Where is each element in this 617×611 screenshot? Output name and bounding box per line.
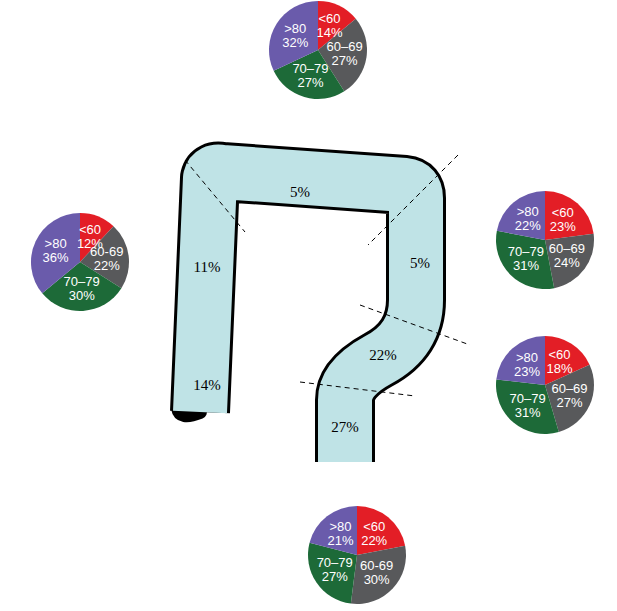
svg-text:>8022%: >8022% — [515, 204, 541, 233]
svg-text:70–7927%: 70–7927% — [292, 61, 328, 90]
svg-text:<6022%: <6022% — [361, 519, 387, 548]
svg-text:60–6927%: 60–6927% — [327, 39, 363, 68]
svg-text:>8032%: >8032% — [282, 21, 308, 50]
svg-text:60–6927%: 60–6927% — [551, 381, 587, 410]
svg-text:>8036%: >8036% — [43, 236, 69, 265]
svg-text:<6023%: <6023% — [550, 205, 576, 234]
svg-text:11%: 11% — [194, 259, 221, 275]
svg-text:70–7927%: 70–7927% — [317, 555, 353, 584]
svg-text:>8023%: >8023% — [514, 350, 540, 379]
svg-text:22%: 22% — [369, 347, 397, 363]
svg-text:<6014%: <6014% — [316, 11, 342, 40]
svg-text:60–6924%: 60–6924% — [549, 241, 585, 270]
svg-text:27%: 27% — [331, 419, 359, 435]
svg-text:70–7931%: 70–7931% — [508, 244, 544, 273]
svg-text:70–7930%: 70–7930% — [64, 274, 100, 303]
svg-text:60-6930%: 60-6930% — [360, 558, 393, 587]
html-text:<60: <60 — [78, 221, 101, 237]
svg-text:14%: 14% — [193, 377, 221, 393]
html-text:12%: 12% — [76, 235, 103, 251]
svg-text:5%: 5% — [410, 255, 430, 271]
svg-text:<6018%: <6018% — [547, 347, 573, 376]
svg-text:5%: 5% — [290, 184, 310, 200]
svg-text:60-6922%: 60-6922% — [90, 244, 123, 273]
svg-text:>8021%: >8021% — [327, 519, 353, 548]
svg-text:70–7931%: 70–7931% — [510, 391, 546, 420]
